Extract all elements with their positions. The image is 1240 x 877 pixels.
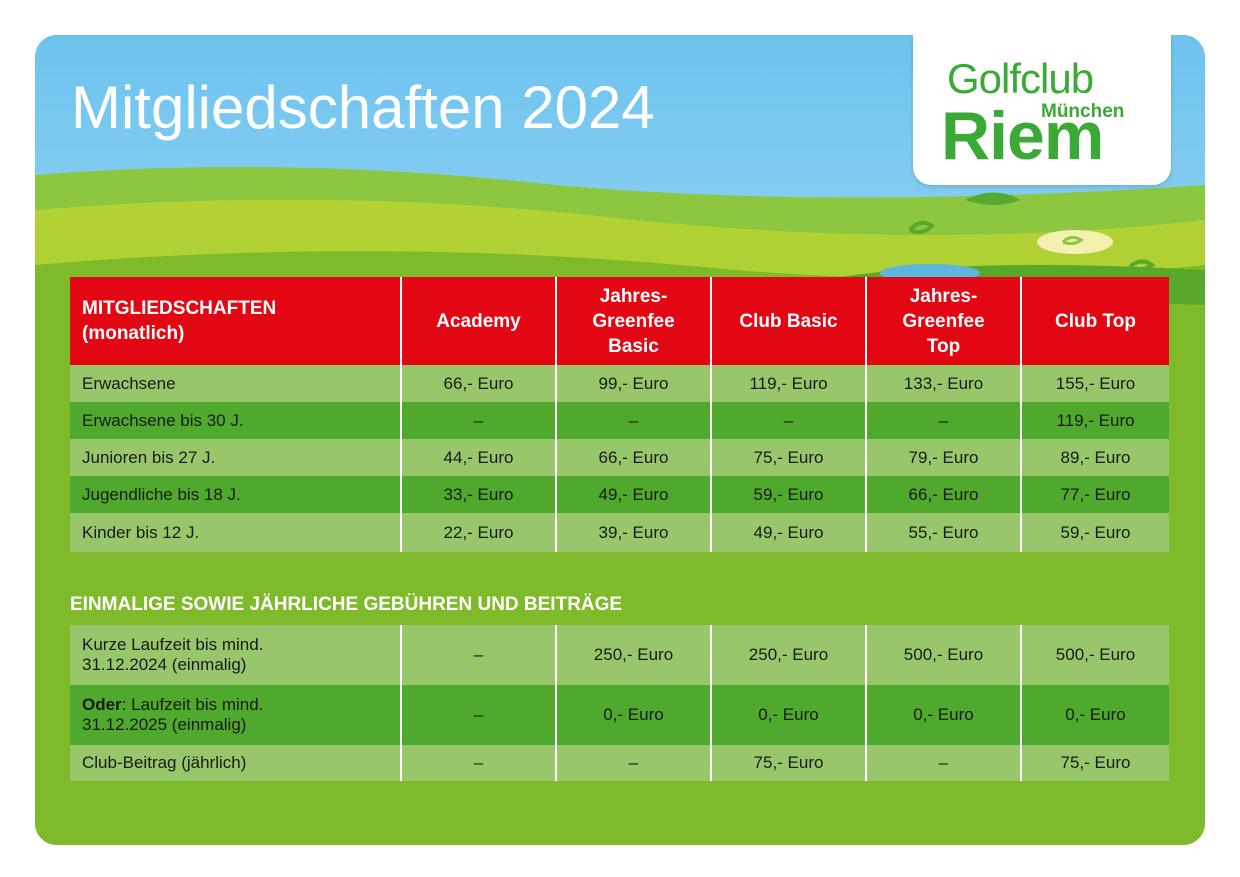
table-cell: 89,- Euro [1020,439,1169,476]
table-cell: 133,- Euro [865,365,1021,402]
column-header-club-top: Club Top [1020,277,1169,365]
table-row: Club-Beitrag (jährlich) – – 75,- Euro – … [70,745,1169,781]
header-memberships-title: MITGLIEDSCHAFTEN [82,298,277,319]
table-cell: 77,- Euro [1020,476,1169,513]
row-label: Oder: Laufzeit bis mind. 31.12.2025 (einm… [70,685,401,745]
table-cell: 500,- Euro [865,625,1021,685]
table-cell: 66,- Euro [555,439,711,476]
logo-golfclub-text: Golfclub [947,55,1094,102]
table-cell: 39,- Euro [555,513,711,552]
table-cell: 155,- Euro [1020,365,1169,402]
header-memberships-subtitle: (monatlich) [82,323,185,344]
table-cell: – [400,745,556,781]
column-header-jahres-greenfee-basic: Jahres- Greenfee Basic [555,277,711,365]
table-row: Oder: Laufzeit bis mind. 31.12.2025 (einm… [70,685,1169,745]
row-label: Club-Beitrag (jährlich) [70,745,401,781]
table-cell: 250,- Euro [555,625,711,685]
row-label: Kinder bis 12 J. [70,513,401,552]
table-cell: 0,- Euro [1020,685,1169,745]
table-row: Kinder bis 12 J. 22,- Euro 39,- Euro 49,… [70,513,1169,552]
table-row: Kurze Laufzeit bis mind. 31.12.2024 (einm… [70,625,1169,685]
table-cell: 79,- Euro [865,439,1021,476]
table-cell: 250,- Euro [710,625,866,685]
table-cell: 500,- Euro [1020,625,1169,685]
table-cell: 66,- Euro [400,365,556,402]
logo-riem-text: Riem [941,98,1104,174]
table-cell: 49,- Euro [710,513,866,552]
table-cell: 33,- Euro [400,476,556,513]
logo-muenchen-text: München [1041,101,1125,122]
table-cell: 75,- Euro [710,745,866,781]
membership-fees-table: MITGLIEDSCHAFTEN (monatlich) Academy Jah… [70,277,1169,552]
table-cell: – [400,402,556,439]
column-header-academy: Academy [400,277,556,365]
table-cell: 59,- Euro [710,476,866,513]
table-row: Junioren bis 27 J. 44,- Euro 66,- Euro 7… [70,439,1169,476]
table-cell: 55,- Euro [865,513,1021,552]
table-cell: – [865,745,1021,781]
section-title-fees: EINMALIGE SOWIE JÄHRLICHE GEBÜHREN UND B… [70,594,623,615]
table-row: Erwachsene 66,- Euro 99,- Euro 119,- Eur… [70,365,1169,402]
table-row: Erwachsene bis 30 J. – – – – 119,- Euro [70,402,1169,439]
table-cell: – [710,402,866,439]
row-label: Erwachsene [70,365,401,402]
table-cell: 0,- Euro [710,685,866,745]
table-cell: 66,- Euro [865,476,1021,513]
table-cell: – [555,402,711,439]
table-cell: – [555,745,711,781]
row-label: Jugendliche bis 18 J. [70,476,401,513]
table-cell: 44,- Euro [400,439,556,476]
table-header-row: MITGLIEDSCHAFTEN (monatlich) Academy Jah… [70,277,1169,365]
table-cell: 0,- Euro [555,685,711,745]
table-cell: 22,- Euro [400,513,556,552]
row-label: Junioren bis 27 J. [70,439,401,476]
table-cell: 75,- Euro [710,439,866,476]
column-header-jahres-greenfee-top: Jahres- Greenfee Top [865,277,1021,365]
table-cell: 119,- Euro [710,365,866,402]
membership-card: Mitgliedschaften 2024 Golfclub Riem Münc… [35,35,1205,845]
table-cell: 119,- Euro [1020,402,1169,439]
table-cell: 0,- Euro [865,685,1021,745]
page-title: Mitgliedschaften 2024 [71,74,655,141]
table-cell: – [400,685,556,745]
table-cell: – [865,402,1021,439]
row-label: Erwachsene bis 30 J. [70,402,401,439]
table-cell: 59,- Euro [1020,513,1169,552]
golfclub-logo: Golfclub Riem München [913,35,1171,185]
table-cell: 75,- Euro [1020,745,1169,781]
row-label: Kurze Laufzeit bis mind. 31.12.2024 (einm… [70,625,401,685]
table-cell: – [400,625,556,685]
column-header-club-basic: Club Basic [710,277,866,365]
table-cell: 99,- Euro [555,365,711,402]
table-row: Jugendliche bis 18 J. 33,- Euro 49,- Eur… [70,476,1169,513]
one-time-fees-table: Kurze Laufzeit bis mind. 31.12.2024 (einm… [70,625,1169,781]
table-cell: 49,- Euro [555,476,711,513]
header-memberships: MITGLIEDSCHAFTEN (monatlich) [70,277,401,365]
